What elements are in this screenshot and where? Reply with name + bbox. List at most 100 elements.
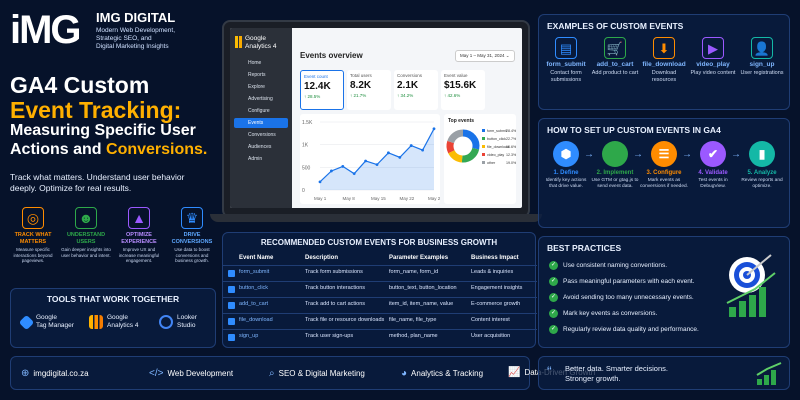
x-tick-label: May 1: [314, 196, 327, 201]
best-practice-text: Mark key events as conversions.: [563, 310, 658, 317]
kpi-card[interactable]: Event value $15.6K ↑ 42.6%: [441, 70, 485, 110]
legend-pct: 22.7%: [506, 137, 516, 141]
kpi-card[interactable]: Event count 12.4K ↑ 28.5%: [300, 70, 344, 110]
nav-item-configure[interactable]: Configure: [248, 108, 270, 114]
cart-icon: 🛒: [604, 37, 626, 59]
data-point: [387, 151, 390, 155]
event-icon: [228, 318, 235, 325]
hero-title-line3: Measuring Specific User: [10, 122, 196, 139]
tool-ga4[interactable]: Google Analytics 4: [89, 314, 138, 330]
nav-item-admin[interactable]: Admin: [248, 156, 263, 162]
date-range-picker[interactable]: May 1 – May 31, 2024 ⌄: [455, 50, 515, 62]
best-practice-item: ✓ Avoid sending too many unnecessary even…: [549, 293, 694, 302]
growth-icon: ▲: [128, 207, 150, 229]
trophy-icon: ♛: [181, 207, 203, 229]
check-icon: ✓: [549, 309, 558, 318]
feature-title: TRACK WHAT MATTERS: [14, 232, 52, 245]
setup-step: 2. Implement Use GTM or gtag.js to send e…: [590, 141, 640, 190]
table-row: sign_up Track user sign-ups method, plan_n…: [223, 329, 537, 344]
legend-pct: 12.3%: [506, 153, 516, 157]
nav-item-home[interactable]: Home: [248, 60, 262, 66]
area-fill: [320, 128, 434, 190]
gtm-icon: [18, 314, 35, 330]
example-name: file_download: [642, 61, 686, 68]
data-point: [364, 159, 367, 163]
hero-title-line4-b: Conversions.: [106, 141, 208, 158]
step-name: 1. Define: [553, 170, 579, 176]
search-icon: ⌕: [269, 368, 275, 379]
donut-slice: [446, 140, 455, 154]
target-icon: ◎: [22, 207, 44, 229]
table-cell: Track add to cart actions: [305, 301, 366, 307]
nav-item-reports[interactable]: Reports: [248, 72, 266, 78]
table-title: RECOMMENDED CUSTOM EVENTS FOR BUSINESS G…: [260, 238, 498, 247]
tool-name: Google: [36, 314, 57, 321]
kpi-value: $15.6K: [444, 80, 477, 91]
hero-title-line1: GA4 Custom: [10, 72, 150, 98]
example-desc: User registrations: [740, 70, 784, 76]
best-practice-text: Regularly review data quality and perfor…: [563, 326, 699, 333]
footer-label: imgdigital.co.za: [33, 369, 89, 378]
data-point: [352, 172, 356, 176]
best-practice-item: ✓ Pass meaningful parameters with each ev…: [549, 277, 695, 286]
best-practice-item: ✓ Use consistent naming conventions.: [549, 261, 667, 270]
nav-item-advertising[interactable]: Advertising: [248, 96, 273, 102]
nav-item-conversions[interactable]: Conversions: [248, 132, 276, 138]
code-icon: </>: [149, 368, 164, 379]
check-icon: ✓: [549, 293, 558, 302]
nav-item-explore[interactable]: Explore: [248, 84, 265, 90]
setup-step: ☰ 3. Configure Mark events as conversions …: [639, 141, 689, 190]
table-header: Event Name: [239, 255, 274, 261]
best-practice-text: Avoid sending too many unnecessary event…: [563, 294, 694, 301]
list-icon: ☰: [651, 141, 677, 167]
pie-chart-icon: ◕: [401, 368, 408, 379]
kpi-card[interactable]: Conversions 2.1K ↑ 34.2%: [394, 70, 438, 110]
table-cell: Track file or resource downloads: [305, 317, 385, 323]
ga4-app-title: Google Analytics 4: [235, 35, 276, 51]
footer-item-analytics[interactable]: ◕ Analytics & Tracking: [401, 368, 483, 379]
tool-gtm[interactable]: Google Tag Manager: [18, 314, 74, 330]
download-icon: ⬇: [653, 37, 675, 59]
event-icon: [228, 334, 235, 341]
code-icon: [602, 141, 628, 167]
arrow-right-icon: →: [682, 149, 692, 160]
footer-item-seo[interactable]: ⌕ SEO & Digital Marketing: [269, 368, 365, 379]
donut-slice: [461, 147, 480, 163]
setup-step: ✔ 4. Validate Test events in DebugView.: [688, 141, 738, 190]
table-cell: Engagement insights: [471, 285, 523, 291]
table-cell: Track form submissions: [305, 269, 363, 275]
brand-logo: iMG: [10, 8, 88, 52]
laptop-base: [210, 214, 542, 222]
footer-item-webdev[interactable]: </> Web Development: [149, 368, 233, 379]
y-tick-label: 1.5K: [302, 120, 313, 126]
kpi-card[interactable]: Total users 8.2K ↑ 21.7%: [347, 70, 391, 110]
footer-bar: ⊕ imgdigital.co.za </> Web Development ⌕ SE…: [10, 356, 530, 390]
kpi-value: 12.4K: [304, 81, 331, 92]
brand-tagline: Modern Web Development, Strategic SEO, a…: [96, 27, 216, 51]
footer-item-website[interactable]: ⊕ imgdigital.co.za: [21, 368, 89, 379]
donut-slice: [448, 149, 463, 163]
arrow-right-icon: →: [633, 149, 643, 160]
legend-label: button_click: [487, 137, 506, 141]
table-row: button_click Track button interactions but…: [223, 281, 537, 296]
kpi-label: Event value: [444, 73, 468, 78]
table-cell: User acquisition: [471, 333, 511, 339]
nav-item-audiences[interactable]: Audiences: [248, 144, 272, 150]
check-icon: ✔: [700, 141, 726, 167]
footer-label: Web Development: [167, 369, 234, 378]
example-desc: Play video content: [690, 70, 736, 76]
y-tick-label: 1K: [302, 143, 309, 149]
tool-looker[interactable]: Looker Studio: [159, 314, 197, 330]
best-practices-title: BEST PRACTICES: [547, 243, 622, 253]
best-practice-text: Use consistent naming conventions.: [563, 262, 668, 269]
legend-label: file_download: [487, 145, 509, 149]
kpi-value: 8.2K: [350, 80, 372, 91]
brand-tagline-line: Modern Web Development,: [96, 27, 176, 34]
legend-pct: 16.6%: [506, 145, 516, 149]
brand-name: IMG DIGITAL: [96, 10, 176, 25]
nav-item-events[interactable]: Events: [234, 118, 288, 128]
y-tick-label: 0: [302, 188, 305, 194]
kpi-label: Event count: [304, 74, 328, 79]
legend-swatch: [482, 145, 485, 148]
table-header: Parameter Examples: [389, 255, 449, 261]
